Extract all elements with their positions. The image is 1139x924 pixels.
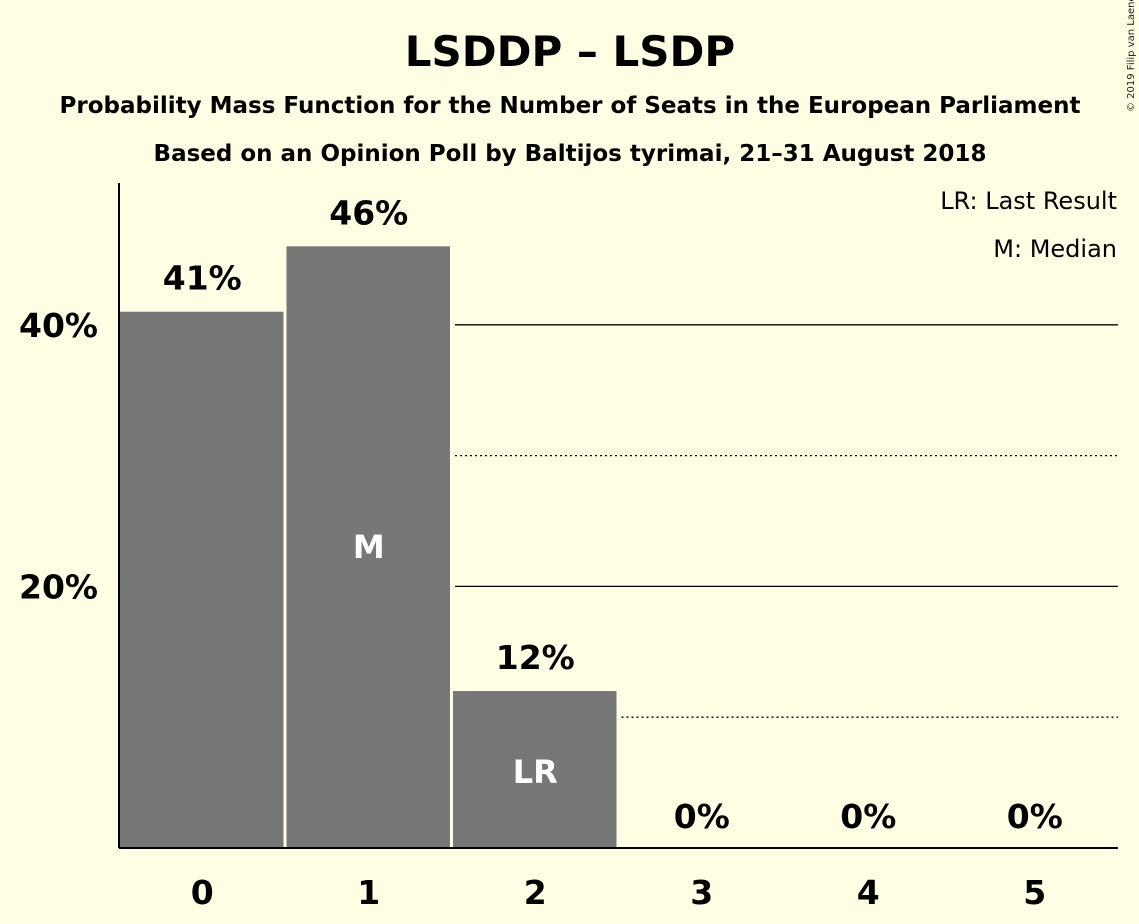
x-tick-label: 1 bbox=[357, 873, 380, 912]
grid-lines bbox=[455, 324, 1118, 718]
value-label: 46% bbox=[329, 193, 408, 232]
chart-subtitle-poll: Based on an Opinion Poll by Baltijos tyr… bbox=[154, 141, 987, 167]
last-result-marker: LR bbox=[513, 753, 558, 791]
copyright-notice: © 2019 Filip van Laenen bbox=[1126, 0, 1137, 112]
x-tick-label: 3 bbox=[690, 873, 713, 912]
legend-median: M: Median bbox=[993, 235, 1117, 263]
value-label: 12% bbox=[496, 638, 575, 677]
x-tick-label: 5 bbox=[1023, 873, 1046, 912]
legend-last-result: LR: Last Result bbox=[940, 187, 1117, 215]
chart-subtitle: Probability Mass Function for the Number… bbox=[60, 93, 1081, 119]
value-label: 0% bbox=[674, 797, 730, 836]
x-tick-label: 0 bbox=[191, 873, 214, 912]
value-label: 0% bbox=[840, 797, 896, 836]
bar-seats-2 bbox=[453, 691, 617, 848]
x-tick-label: 4 bbox=[857, 873, 880, 912]
y-tick-label: 20% bbox=[19, 567, 98, 606]
value-label: 41% bbox=[163, 259, 242, 298]
x-tick-label: 2 bbox=[524, 873, 547, 912]
bars bbox=[120, 246, 617, 849]
bar-seats-1 bbox=[286, 246, 450, 848]
bar-seats-0 bbox=[120, 311, 284, 849]
chart-title: LSDDP – LSDP bbox=[405, 27, 735, 76]
median-marker: M bbox=[353, 528, 385, 566]
axes bbox=[118, 183, 1118, 849]
y-tick-label: 40% bbox=[19, 306, 98, 345]
value-label: 0% bbox=[1007, 797, 1063, 836]
